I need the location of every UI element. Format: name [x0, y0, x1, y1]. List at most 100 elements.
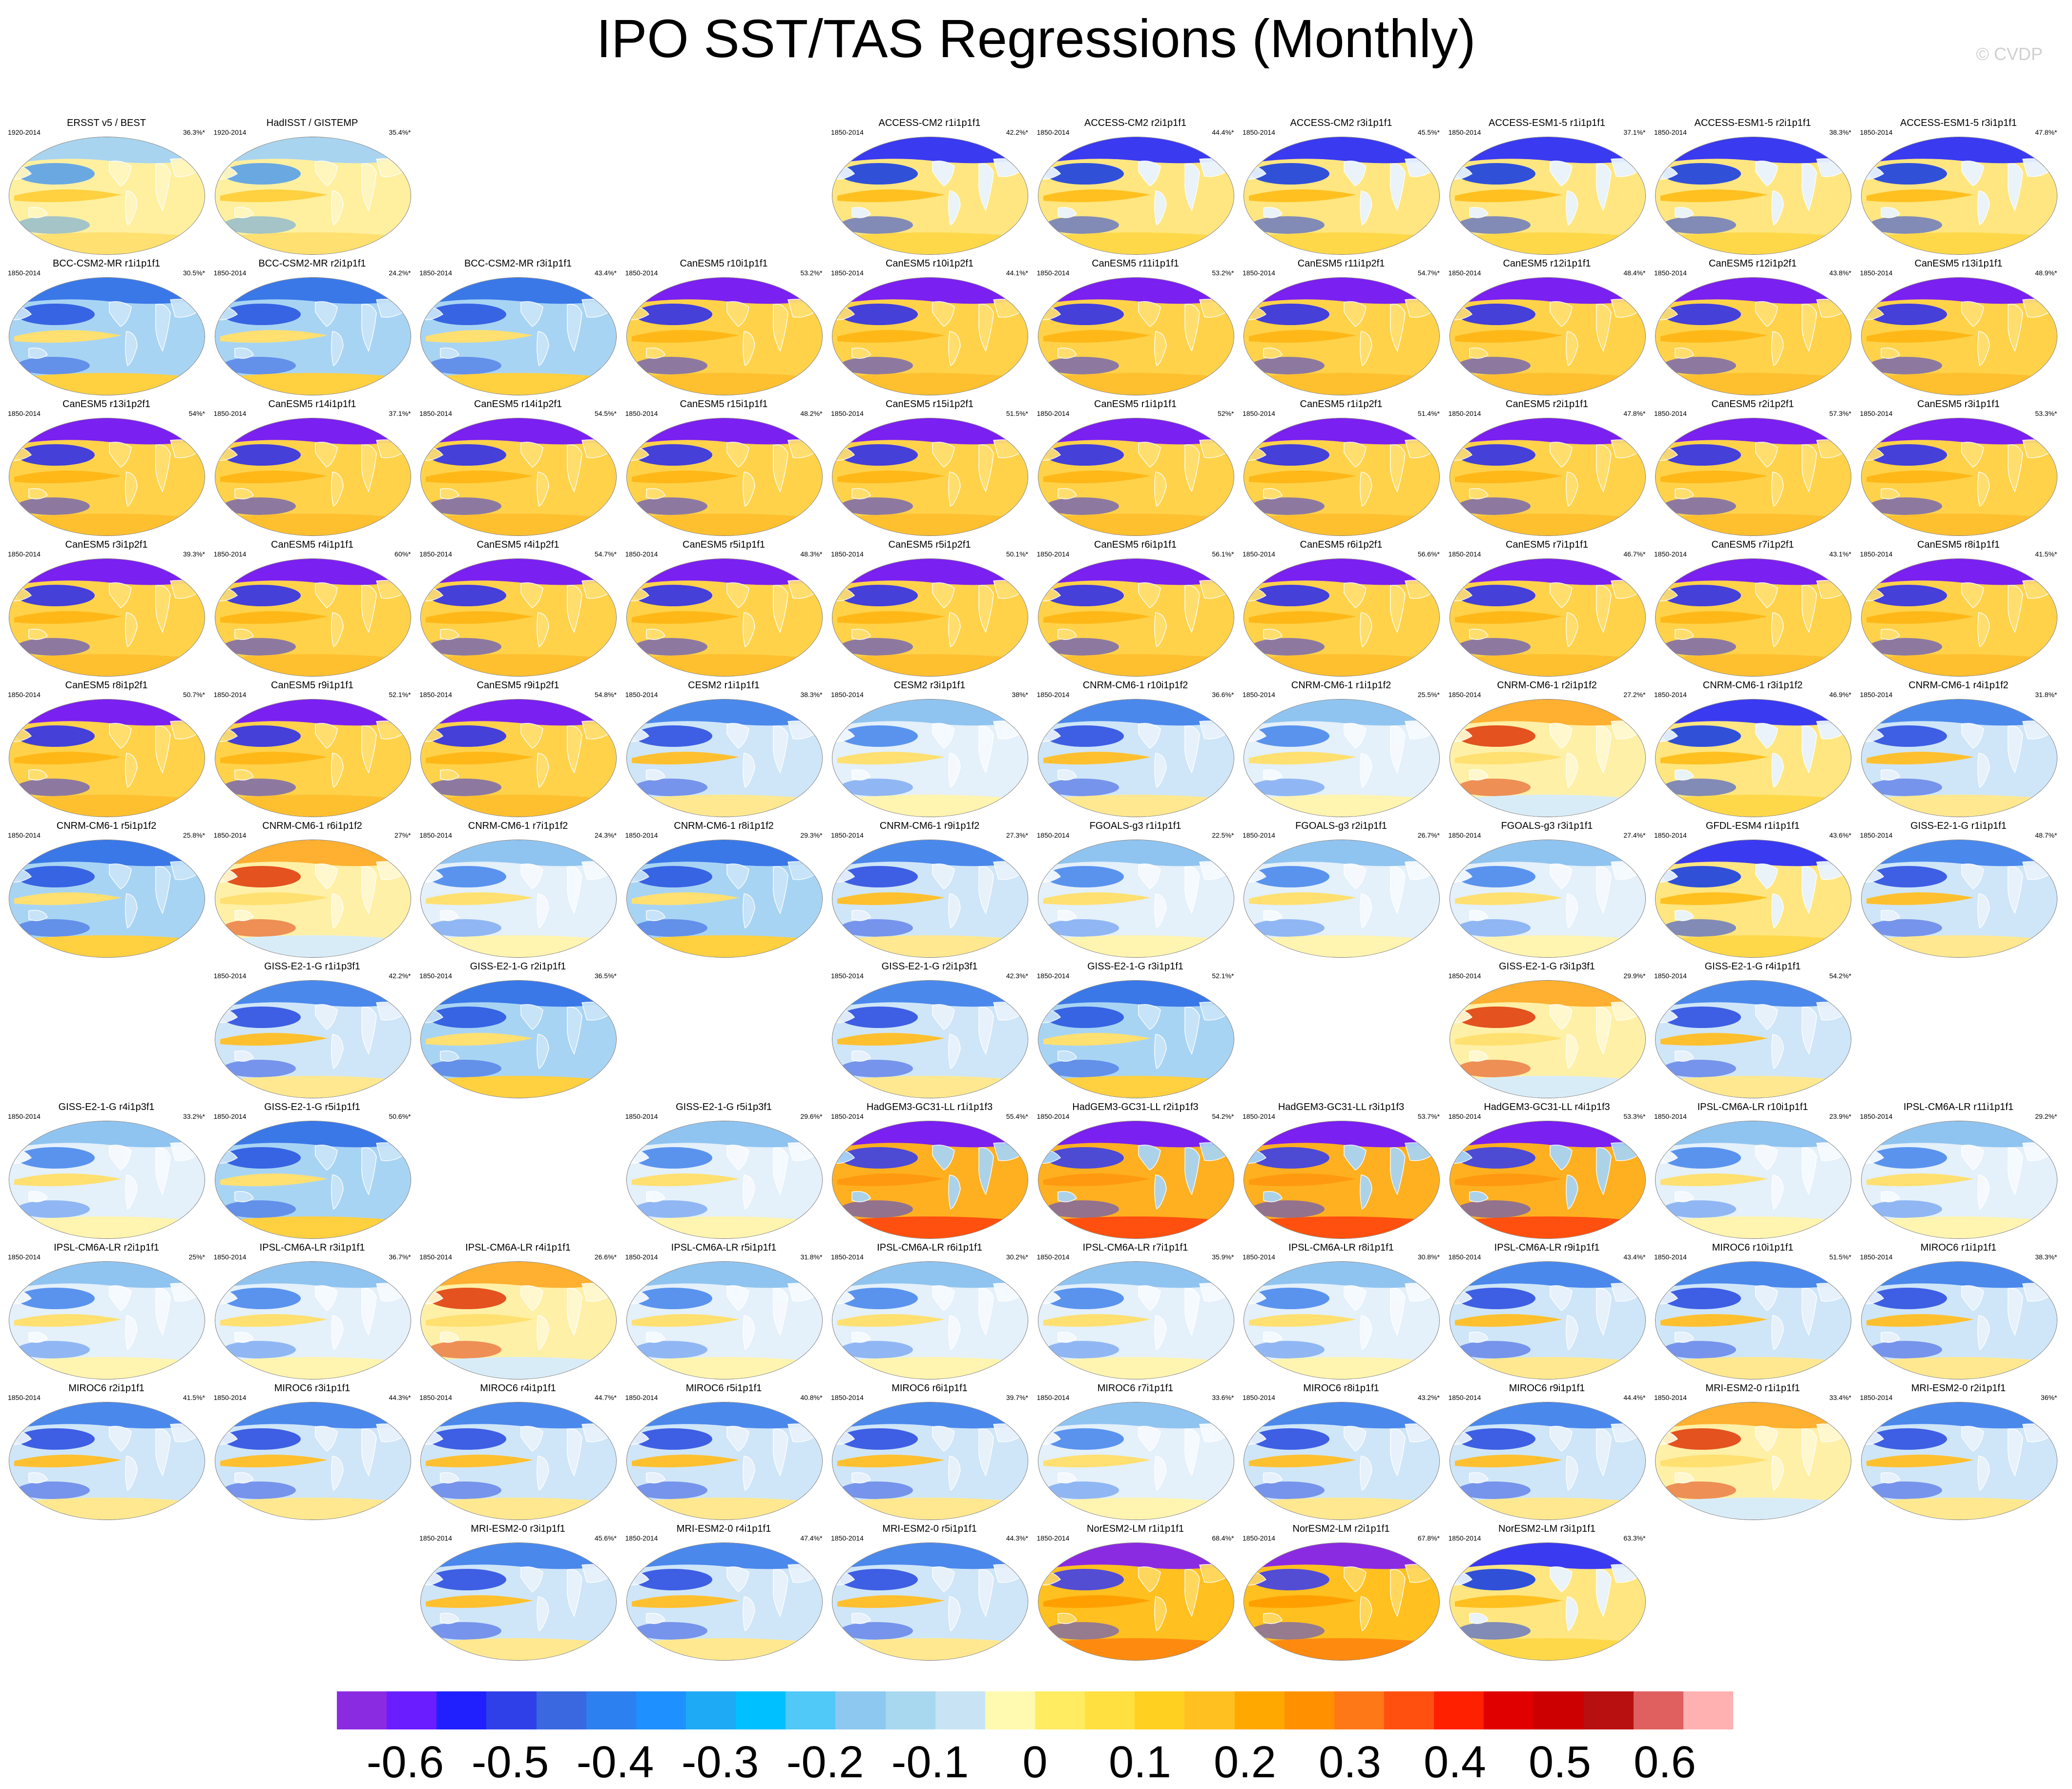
panel-years: 1850-2014: [213, 691, 247, 699]
panel-title: CanESM5 r10i1p2f1: [885, 258, 974, 269]
panel-title: IPSL-CM6A-LR r8i1p1f1: [1288, 1242, 1394, 1253]
regression-map: [626, 1402, 823, 1520]
panel-years: 1850-2014: [1860, 269, 1893, 277]
panel-percent: 38.3%*: [2035, 1253, 2057, 1261]
panel-years: 1850-2014: [1036, 972, 1070, 980]
panel-years: 1850-2014: [213, 1112, 247, 1120]
map-panel: CanESM5 r4i1p2f1 1850-2014 54.7%*: [415, 539, 621, 679]
panel-percent: 47.8%*: [2035, 128, 2057, 136]
panel-percent: 67.8%*: [1417, 1534, 1440, 1542]
panel-title: CanESM5 r15i1p2f1: [885, 399, 974, 410]
map-panel: FGOALS-g3 r3i1p1f1 1850-2014 27.4%*: [1445, 820, 1650, 961]
map-panel: CanESM5 r6i1p2f1 1850-2014 56.6%*: [1239, 539, 1444, 679]
panel-title: MRI-ESM2-0 r2i1p1f1: [1911, 1383, 2006, 1394]
panel-years: 1850-2014: [8, 410, 41, 417]
panel-percent: 27.3%*: [1006, 831, 1028, 839]
map-panel: CESM2 r3i1p1f1 1850-2014 38%*: [827, 679, 1032, 820]
panel-title: CNRM-CM6-1 r1i1p1f2: [1291, 680, 1391, 691]
panel-percent: 43.2%*: [1417, 1394, 1440, 1401]
panel-title: MIROC6 r10i1p1f1: [1712, 1242, 1794, 1253]
panel-title: CanESM5 r13i1p1f1: [1914, 258, 2003, 269]
regression-map: [832, 418, 1028, 536]
map-panel: MIROC6 r3i1p1f1 1850-2014 44.3%*: [210, 1382, 415, 1523]
map-panel: CanESM5 r5i1p2f1 1850-2014 50.1%*: [827, 539, 1032, 679]
regression-map: [1037, 1402, 1234, 1520]
regression-map: [1861, 1261, 2057, 1379]
panel-percent: 39.7%*: [1006, 1394, 1028, 1401]
panel-title: CanESM5 r8i1p1f1: [1917, 539, 2000, 550]
panel-title: GISS-E2-1-G r2i1p3f1: [881, 961, 978, 972]
map-panel: CNRM-CM6-1 r7i1p1f2 1850-2014 24.3%*: [415, 820, 621, 961]
map-panel: HadISST / GISTEMP 1920-2014 35.4%*: [210, 117, 415, 258]
panel-years: 1850-2014: [625, 691, 658, 699]
regression-map: [1655, 1261, 1851, 1379]
panel-years: 1850-2014: [1448, 1253, 1481, 1261]
panel-years: 1850-2014: [419, 269, 452, 277]
panel-years: 1850-2014: [831, 972, 864, 980]
map-panel: FGOALS-g3 r1i1p1f1 1850-2014 22.5%*: [1033, 820, 1238, 961]
panel-years: 1850-2014: [419, 410, 452, 417]
panel-percent: 25.5%*: [1417, 691, 1440, 699]
map-panel: GISS-E2-1-G r2i1p3f1 1850-2014 42.3%*: [827, 961, 1032, 1101]
map-panel: GISS-E2-1-G r1i1p3f1 1850-2014 42.2%*: [210, 961, 415, 1101]
colorbar: [337, 1691, 1733, 1729]
panel-percent: 53.2%*: [800, 269, 823, 277]
regression-map: [832, 980, 1028, 1098]
panel-title: CanESM5 r8i1p2f1: [65, 680, 148, 691]
colorbar-segment: [1683, 1691, 1733, 1729]
panel-years: 1850-2014: [1243, 550, 1275, 558]
panel-title: CNRM-CM6-1 r9i1p1f2: [879, 821, 980, 831]
colorbar-segment: [1135, 1691, 1185, 1729]
colorbar-segment: [835, 1691, 886, 1729]
regression-map: [420, 277, 617, 395]
panel-percent: 23.9%*: [1829, 1112, 1851, 1120]
panel-years: 1850-2014: [1243, 691, 1275, 699]
panel-percent: 44.1%*: [1006, 269, 1028, 277]
map-panel: CanESM5 r5i1p1f1 1850-2014 48.3%*: [622, 539, 827, 679]
panel-percent: 45.5%*: [1417, 128, 1440, 136]
regression-map: [832, 1402, 1028, 1520]
map-panel: CanESM5 r15i1p2f1 1850-2014 51.5%*: [827, 398, 1032, 539]
regression-map: [9, 1402, 205, 1520]
colorbar-segment: [1434, 1691, 1484, 1729]
panel-percent: 36%*: [2041, 1394, 2057, 1401]
map-panel: HadGEM3-GC31-LL r1i1p1f3 1850-2014 55.4%*: [827, 1101, 1032, 1242]
panel-years: 1850-2014: [1243, 1112, 1275, 1120]
regression-map: [9, 137, 205, 255]
map-panel: MIROC6 r2i1p1f1 1850-2014 41.5%*: [4, 1382, 209, 1523]
map-panel: MRI-ESM2-0 r2i1p1f1 1850-2014 36%*: [1856, 1382, 2061, 1523]
regression-map: [1037, 1261, 1234, 1379]
regression-map: [1037, 1121, 1234, 1239]
panel-percent: 43.1%*: [1829, 550, 1851, 558]
map-panel: CanESM5 r9i1p2f1 1850-2014 54.8%*: [415, 679, 621, 820]
panel-title: CanESM5 r13i1p2f1: [62, 399, 151, 410]
panel-years: 1850-2014: [1860, 410, 1893, 417]
panel-percent: 54.7%*: [1417, 269, 1440, 277]
colorbar-tick-label: -0.1: [891, 1737, 969, 1787]
regression-map: [832, 137, 1028, 255]
panel-years: 1850-2014: [831, 831, 864, 839]
regression-map: [1449, 1542, 1646, 1661]
colorbar-segment: [1583, 1691, 1634, 1729]
panel-years: 1850-2014: [831, 128, 864, 136]
panel-percent: 63.3%*: [1623, 1534, 1646, 1542]
panel-percent: 44.4%*: [1623, 1394, 1646, 1401]
panel-title: MIROC6 r5i1p1f1: [685, 1383, 762, 1394]
panel-title: CESM2 r1i1p1f1: [688, 680, 760, 691]
panel-percent: 43.8%*: [1829, 269, 1851, 277]
map-panel: ACCESS-ESM1-5 r2i1p1f1 1850-2014 38.3%*: [1650, 117, 1855, 258]
regression-map: [9, 277, 205, 395]
colorbar-segment: [486, 1691, 537, 1729]
panel-title: CanESM5 r7i1p1f1: [1506, 539, 1588, 550]
panel-title: GISS-E2-1-G r4i1p3f1: [58, 1102, 155, 1112]
panel-percent: 27%*: [394, 831, 411, 839]
panel-percent: 54.2%*: [1212, 1112, 1234, 1120]
panel-title: HadGEM3-GC31-LL r2i1p1f3: [1072, 1102, 1199, 1112]
panel-years: 1850-2014: [625, 1394, 658, 1401]
panel-years: 1850-2014: [1654, 1253, 1687, 1261]
panel-percent: 53.3%*: [1623, 1112, 1646, 1120]
panel-years: 1850-2014: [1036, 410, 1070, 417]
regression-map: [420, 1402, 617, 1520]
panel-percent: 44.7%*: [594, 1394, 617, 1401]
panel-years: 1850-2014: [1860, 1394, 1893, 1401]
